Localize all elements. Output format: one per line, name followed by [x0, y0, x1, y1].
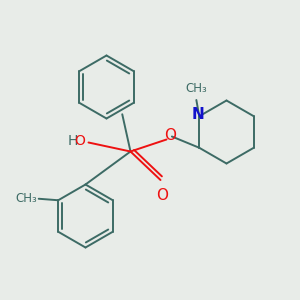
Text: O: O: [156, 188, 168, 203]
Text: CH₃: CH₃: [185, 82, 207, 94]
Text: O: O: [164, 128, 176, 143]
Text: N: N: [191, 107, 204, 122]
Text: CH₃: CH₃: [16, 192, 37, 205]
Text: H: H: [68, 134, 78, 148]
Text: O: O: [75, 134, 86, 148]
